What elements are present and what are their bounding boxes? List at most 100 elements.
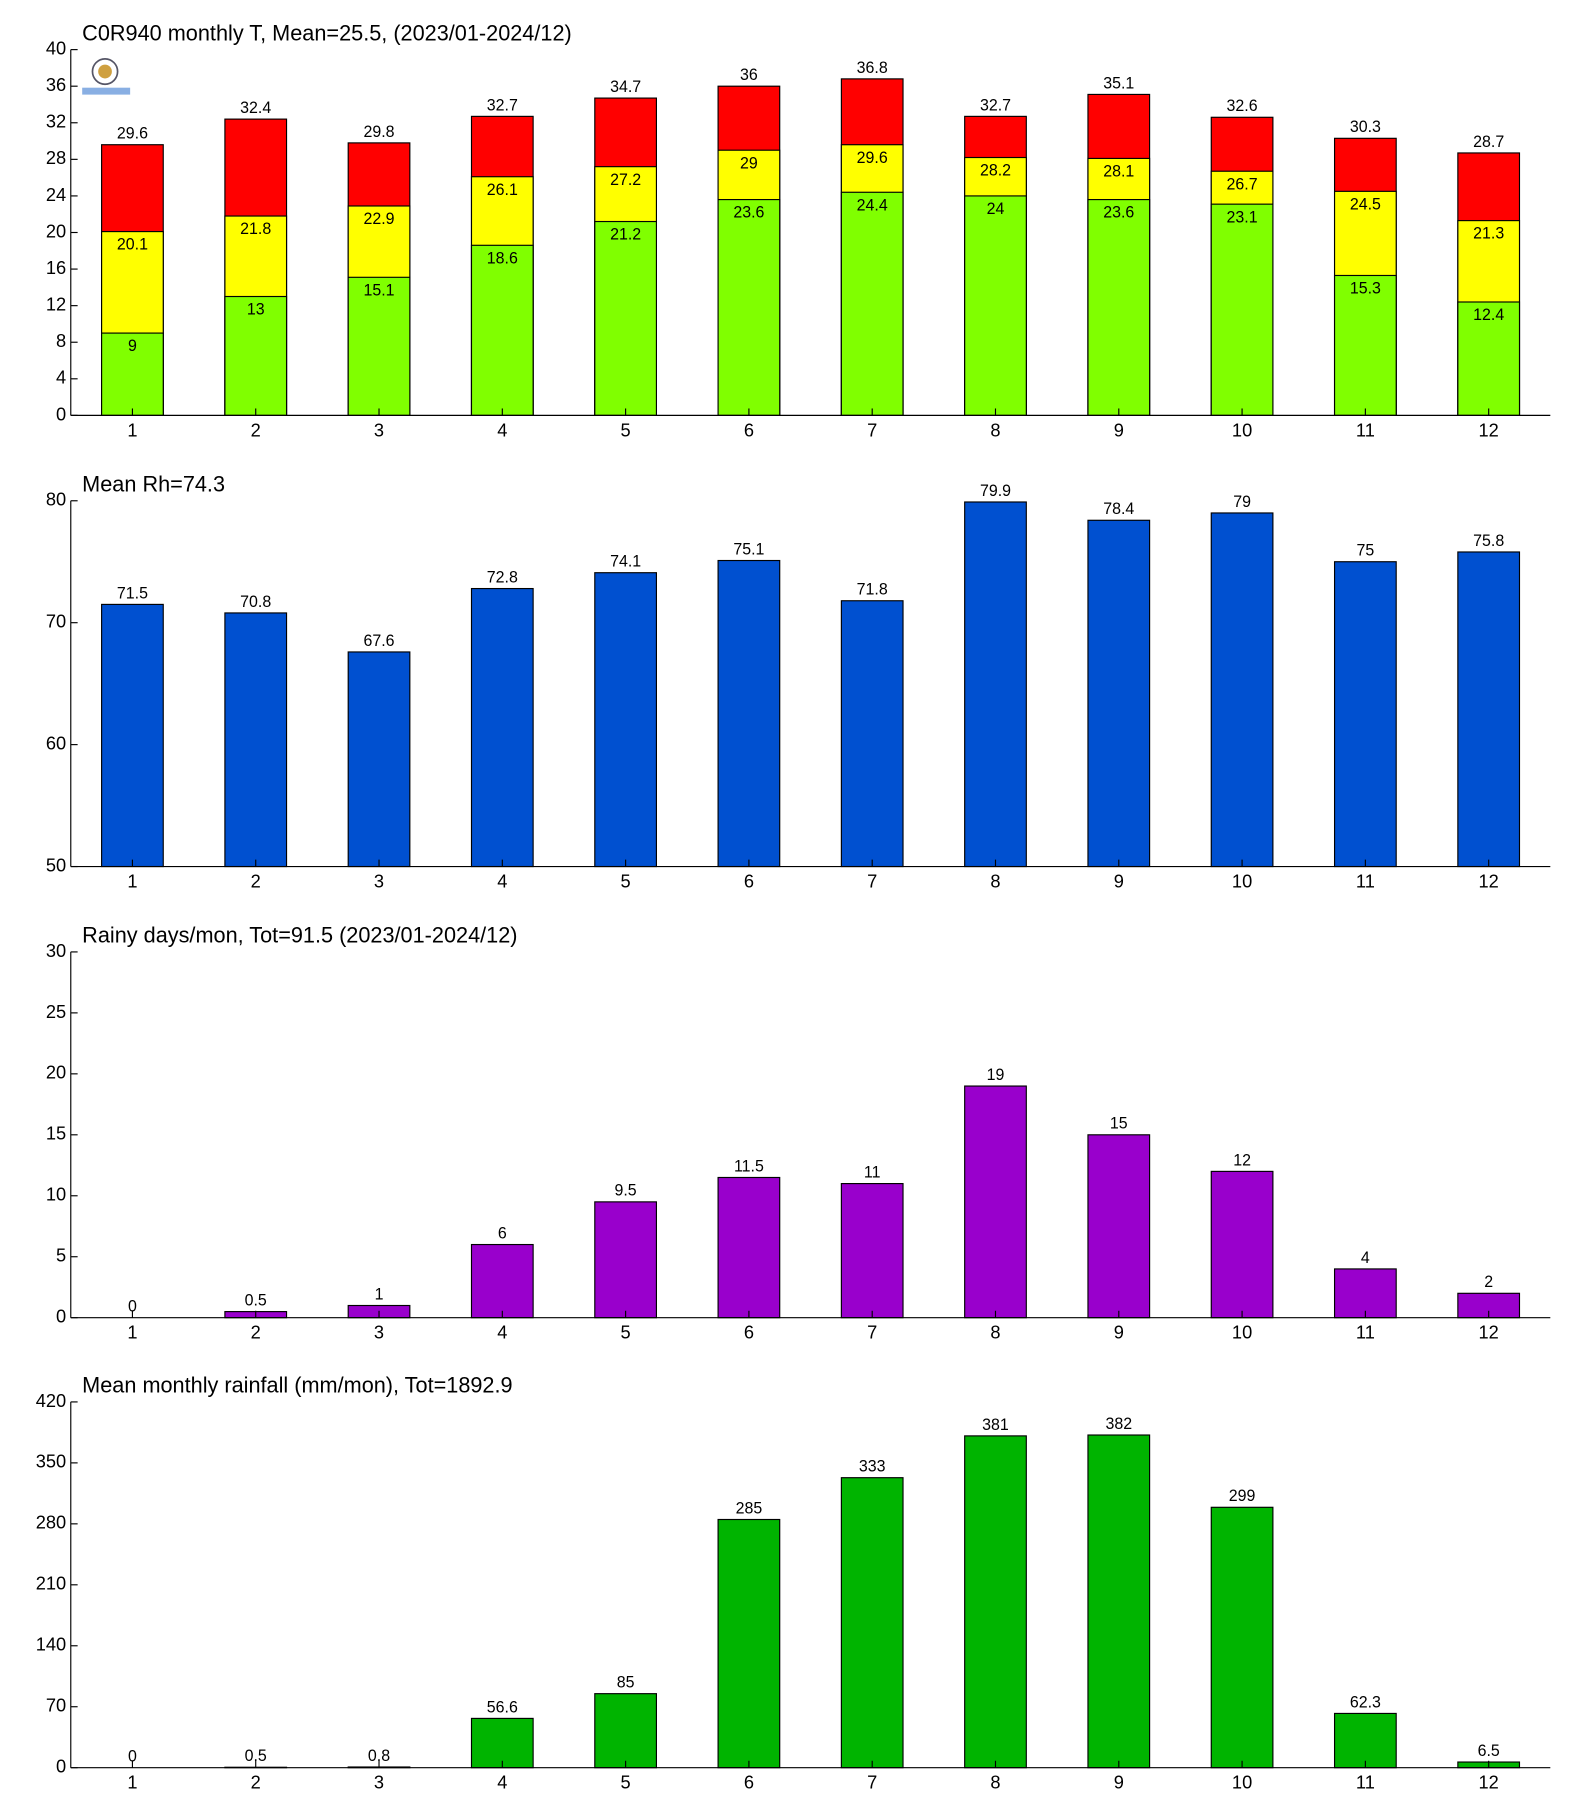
value-label: 71.8 (857, 581, 888, 599)
x-tick-label: 8 (990, 1322, 1000, 1343)
bar (841, 1184, 903, 1318)
bar (1211, 1171, 1273, 1317)
y-tick-label: 36 (46, 74, 66, 95)
bar (595, 1202, 657, 1318)
value-label: 13 (247, 301, 265, 319)
x-tick-label: 1 (127, 870, 137, 891)
value-label: 29.6 (857, 149, 888, 167)
y-tick-label: 20 (46, 220, 66, 241)
bar (841, 601, 903, 867)
value-label: 23.1 (1227, 208, 1258, 226)
x-tick-label: 4 (497, 419, 507, 440)
x-tick-label: 8 (990, 870, 1000, 891)
value-label: 12.4 (1473, 306, 1504, 324)
x-tick-label: 10 (1232, 419, 1252, 440)
chart-title: Mean monthly rainfall (mm/mon), Tot=1892… (82, 1373, 512, 1398)
value-label: 85 (617, 1673, 635, 1691)
value-label: 70.8 (240, 593, 271, 611)
value-label: 26.7 (1227, 175, 1258, 193)
bar (1088, 1435, 1150, 1768)
x-tick-label: 11 (1356, 1322, 1375, 1343)
x-tick-label: 2 (251, 870, 261, 891)
x-tick-label: 9 (1114, 1322, 1124, 1343)
bar (718, 1177, 780, 1317)
x-tick-label: 11 (1356, 419, 1375, 440)
y-tick-label: 40 (46, 37, 66, 58)
value-label: 79.9 (980, 482, 1011, 500)
value-label: 9.5 (615, 1182, 637, 1200)
value-label: 22.9 (363, 210, 394, 228)
y-tick-label: 350 (36, 1451, 66, 1472)
x-tick-label: 7 (867, 1322, 877, 1343)
y-tick-label: 25 (46, 1001, 66, 1022)
x-tick-label: 12 (1479, 870, 1499, 891)
chart-title: Mean Rh=74.3 (82, 471, 225, 496)
x-tick-label: 11 (1356, 1772, 1375, 1793)
value-label: 74.1 (610, 553, 641, 571)
bar (841, 1478, 903, 1768)
x-tick-label: 11 (1356, 870, 1375, 891)
x-tick-label: 6 (744, 419, 754, 440)
value-label: 24 (987, 200, 1005, 218)
value-label: 72.8 (487, 568, 518, 586)
value-label: 6.5 (1478, 1742, 1500, 1760)
x-tick-label: 8 (990, 1772, 1000, 1793)
y-tick-label: 0 (56, 403, 66, 424)
y-tick-label: 8 (56, 330, 66, 351)
value-label: 29 (740, 154, 758, 172)
value-label: 4 (1361, 1249, 1370, 1267)
y-tick-label: 50 (46, 854, 66, 875)
value-label: 21.8 (240, 220, 271, 238)
value-label: 28.7 (1473, 133, 1504, 151)
value-label: 75.8 (1473, 532, 1504, 550)
value-label: 19 (987, 1066, 1005, 1084)
y-tick-label: 30 (46, 940, 66, 961)
y-tick-label: 80 (46, 489, 66, 510)
value-label: 62.3 (1350, 1693, 1381, 1711)
bar (965, 502, 1027, 867)
y-tick-label: 5 (56, 1245, 66, 1266)
x-tick-label: 5 (621, 1322, 631, 1343)
x-tick-label: 8 (990, 419, 1000, 440)
value-label: 15.3 (1350, 280, 1381, 298)
bar (595, 1694, 657, 1768)
x-tick-label: 7 (867, 870, 877, 891)
x-tick-label: 12 (1479, 1772, 1499, 1793)
y-tick-label: 60 (46, 732, 66, 753)
x-tick-label: 9 (1114, 870, 1124, 891)
bar (965, 1086, 1027, 1318)
value-label: 36 (740, 66, 758, 84)
x-tick-label: 12 (1479, 419, 1499, 440)
x-tick-label: 5 (621, 419, 631, 440)
x-tick-label: 3 (374, 1322, 384, 1343)
bar (348, 652, 410, 867)
bar (1211, 204, 1273, 415)
value-label: 35.1 (1103, 74, 1134, 92)
x-tick-label: 3 (374, 419, 384, 440)
x-tick-label: 9 (1114, 419, 1124, 440)
y-tick-label: 0 (56, 1755, 66, 1776)
value-label: 9 (128, 337, 137, 355)
value-label: 6 (498, 1224, 507, 1242)
bar (965, 1436, 1027, 1768)
value-label: 67.6 (363, 632, 394, 650)
bar (102, 604, 164, 866)
bar (1088, 520, 1150, 866)
bar (595, 573, 657, 867)
value-label: 12 (1233, 1151, 1251, 1169)
x-tick-label: 12 (1479, 1322, 1499, 1343)
x-tick-label: 4 (497, 1772, 507, 1793)
bar (1088, 1135, 1150, 1318)
bar (965, 196, 1027, 415)
value-label: 1 (375, 1285, 384, 1303)
value-label: 56.6 (487, 1698, 518, 1716)
x-tick-label: 5 (621, 1772, 631, 1793)
x-tick-label: 2 (251, 1772, 261, 1793)
value-label: 78.4 (1103, 500, 1134, 518)
value-label: 26.1 (487, 181, 518, 199)
value-label: 21.2 (610, 226, 641, 244)
y-tick-label: 70 (46, 610, 66, 631)
value-label: 75 (1356, 542, 1374, 560)
y-tick-label: 70 (46, 1695, 66, 1716)
value-label: 28.1 (1103, 162, 1134, 180)
